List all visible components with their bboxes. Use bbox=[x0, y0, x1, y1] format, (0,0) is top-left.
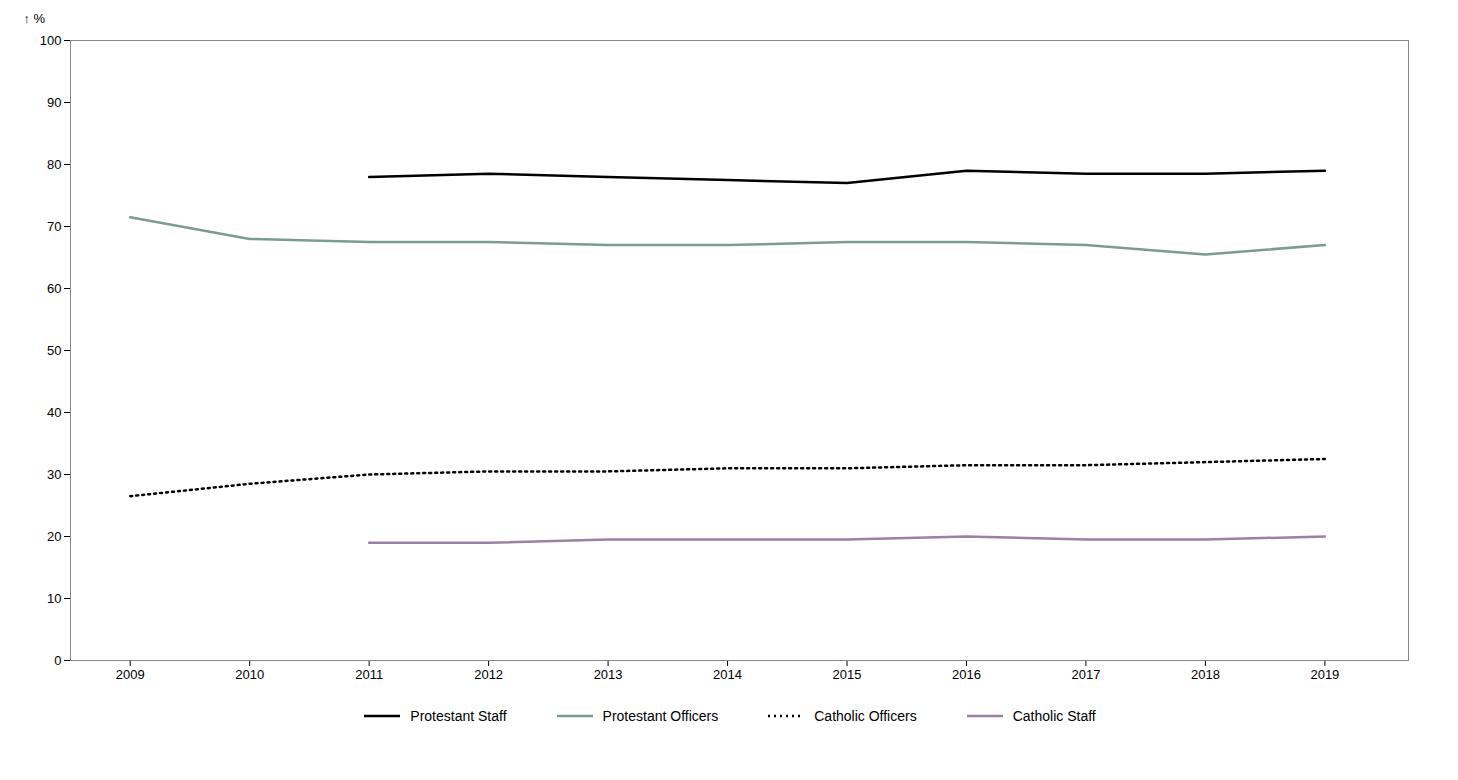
html-text:Protestant Officers: Protestant Officers bbox=[602, 708, 719, 724]
svg-text:2013: 2013 bbox=[594, 667, 623, 682]
svg-text:20: 20 bbox=[47, 529, 61, 544]
svg-text:60: 60 bbox=[47, 281, 61, 296]
svg-text:2019: 2019 bbox=[1310, 667, 1339, 682]
svg-text:70: 70 bbox=[47, 219, 61, 234]
svg-text:2018: 2018 bbox=[1191, 667, 1220, 682]
svg-text:10: 10 bbox=[47, 591, 61, 606]
html-text:Protestant Staff: Protestant Staff bbox=[410, 708, 507, 724]
svg-text:0: 0 bbox=[54, 653, 61, 668]
svg-text:2012: 2012 bbox=[474, 667, 503, 682]
svg-text:↑ %: ↑ % bbox=[24, 11, 46, 26]
svg-text:2014: 2014 bbox=[713, 667, 742, 682]
svg-text:90: 90 bbox=[47, 95, 61, 110]
svg-text:2010: 2010 bbox=[235, 667, 264, 682]
svg-text:30: 30 bbox=[47, 467, 61, 482]
html-text:Catholic Staff: Catholic Staff bbox=[1012, 708, 1096, 724]
svg-text:2016: 2016 bbox=[952, 667, 981, 682]
svg-text:2015: 2015 bbox=[833, 667, 862, 682]
svg-text:40: 40 bbox=[47, 405, 61, 420]
svg-text:80: 80 bbox=[47, 157, 61, 172]
svg-text:100: 100 bbox=[40, 33, 62, 48]
svg-text:2017: 2017 bbox=[1071, 667, 1100, 682]
svg-text:50: 50 bbox=[47, 343, 61, 358]
html-text:Catholic Officers: Catholic Officers bbox=[814, 708, 917, 724]
svg-text:2011: 2011 bbox=[355, 667, 383, 682]
svg-text:2009: 2009 bbox=[116, 667, 145, 682]
